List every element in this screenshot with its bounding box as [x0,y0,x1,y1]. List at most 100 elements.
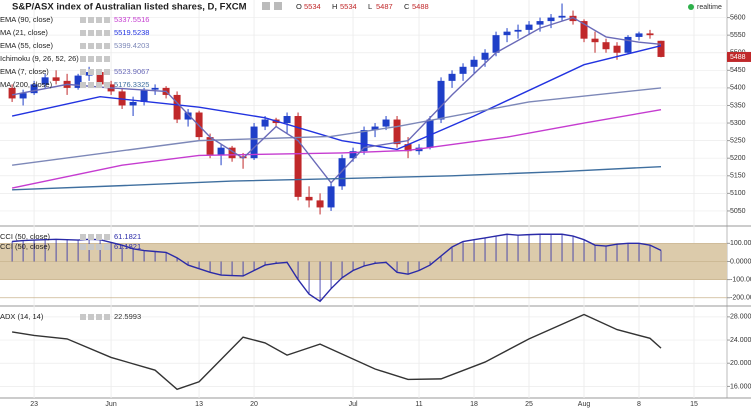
ohlc-value: 5488 [412,2,429,11]
legend-label: EMA (7, close) [0,67,49,76]
candle-body [580,21,588,39]
legend-label: ADX (14, 14) [0,312,44,321]
legend-icon [96,69,102,75]
legend-icon [96,56,102,62]
series-line [11,313,662,391]
ohlc-label: C [404,2,410,11]
legend-value: 5523.9067 [114,67,149,76]
x-tick-label: 11 [415,401,422,408]
candle-body [206,137,214,155]
candle-body [536,21,544,25]
legend-value: 5399.4203 [114,41,149,50]
legend-value: 22.5993 [114,312,141,321]
candle-body [514,29,522,32]
x-tick-label: 25 [525,401,533,408]
y-tick-label: 5400 [730,85,746,92]
x-tick-label: 13 [195,401,203,408]
candle-body [492,35,500,53]
x-tick-label: 18 [470,401,478,408]
candle-body [459,66,467,74]
legend-value: 5519.5238 [114,28,149,37]
candle-body [624,36,632,53]
x-tick-label: Aug [578,401,591,408]
candle-body [393,119,401,145]
y-tick-label: 5450 [730,67,746,74]
candle-body [305,196,313,201]
candle-body [151,87,159,90]
legend-label: MA (21, close) [0,28,48,37]
y-tick-label: 5250 [730,137,746,144]
ohlc-value: 5487 [376,2,393,11]
candle-body [8,87,16,99]
y-tick-label: 5200 [730,155,746,162]
legend-icon [80,314,86,320]
candle-body [316,200,324,208]
legend-icon [104,17,110,23]
legend-value: 5176.3325 [114,80,149,89]
legend-icon [88,17,94,23]
settings-icon[interactable] [274,2,282,10]
candle-body [294,116,302,197]
series-line [12,87,662,166]
legend-icon [96,244,102,250]
legend-icon [88,244,94,250]
legend-icon [104,244,110,250]
legend-icon [104,56,110,62]
ohlc-label: H [332,2,337,11]
x-tick-label: 23 [30,401,38,408]
legend-icon [80,244,86,250]
legend-label: Ichimoku (9, 26, 52, 26) [0,54,79,63]
candle-body [591,38,599,43]
legend-label: EMA (90, close) [0,15,53,24]
candle-body [96,72,104,85]
series-line [12,233,662,303]
legend-icon [104,314,110,320]
candle-body [437,80,445,120]
legend-icon [104,82,110,88]
legend-label: MA (200, close) [0,80,53,89]
plot [0,0,727,398]
y-tick-label: 5150 [730,173,746,180]
candle-body [569,15,577,22]
ohlc-value: 5534 [340,2,357,11]
y-tick-label: 28.0000 [730,314,751,321]
candle-body [448,73,456,81]
ohlc-label: O [296,2,302,11]
candle-body [30,84,38,94]
x-tick-label: 15 [690,401,698,408]
candle-body [52,77,60,81]
y-tick-label: 0.0000 [730,258,751,265]
candle-body [558,15,566,18]
legend-value: 61.1821 [114,232,141,241]
candle-body [481,52,489,60]
legend-icon [80,30,86,36]
price-axis-bg [727,0,751,411]
y-tick-label: 5100 [730,190,746,197]
legend-icon [80,43,86,49]
legend-icon [88,30,94,36]
legend-label: CCI (50, close) [0,232,51,241]
y-tick-label: 5550 [730,32,746,39]
legend-icon [88,314,94,320]
legend-label: EMA (55, close) [0,41,53,50]
eye-icon[interactable] [262,2,270,10]
candle-body [283,116,291,124]
candle-body [327,186,335,208]
series-line [11,45,662,151]
candle-body [404,144,412,152]
price-tag-label: 5488 [730,54,746,61]
legend-icon [96,17,102,23]
legend-icon [88,56,94,62]
legend-icon [80,234,86,240]
legend-icon [80,56,86,62]
candle-body [338,158,346,187]
y-tick-label: -100.00 [730,276,751,283]
legend-icon [80,82,86,88]
y-tick-label: -200.00 [730,295,751,302]
legend-icon [104,43,110,49]
candle-body [129,101,137,106]
candle-body [140,89,148,102]
legend-icon [96,234,102,240]
legend-icon [80,69,86,75]
